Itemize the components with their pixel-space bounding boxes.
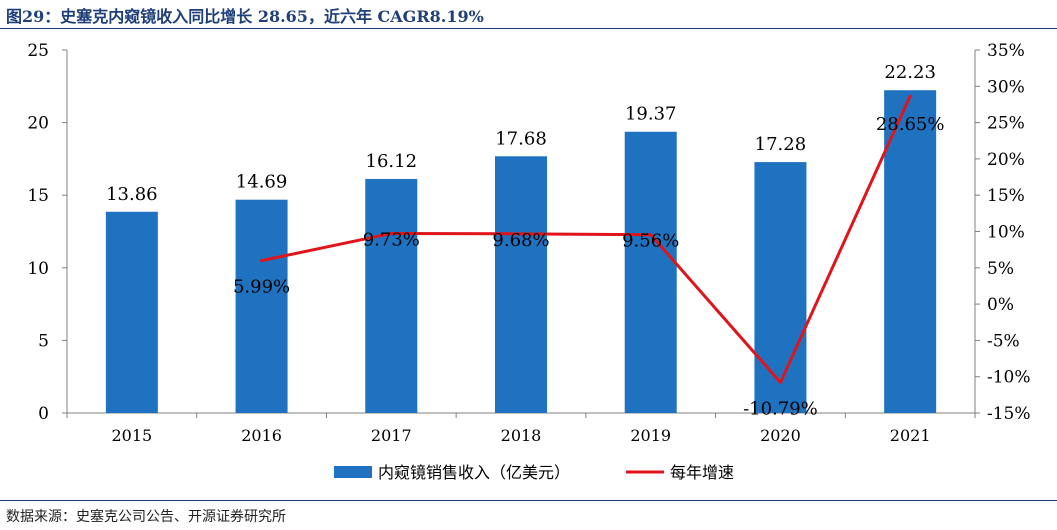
bar bbox=[754, 162, 807, 413]
legend-bar-swatch bbox=[334, 466, 372, 478]
bars-group bbox=[105, 90, 937, 413]
data-labels-group: 13.86 14.69 16.12 17.68 19.37 17.28 22.23 5.99%… bbox=[106, 62, 944, 419]
source-divider bbox=[0, 500, 1057, 501]
y-left-tick-label: 25 bbox=[27, 41, 49, 61]
x-tick-label: 2018 bbox=[501, 426, 542, 445]
data-source-note: 数据来源：史塞克公司公告、开源证券研究所 bbox=[6, 509, 286, 525]
line-point bbox=[649, 233, 653, 237]
y-right-tick-label: 10% bbox=[987, 223, 1025, 243]
line-point bbox=[908, 94, 912, 98]
y-right-tick-label: -5% bbox=[987, 331, 1020, 351]
bar-value-label: 22.23 bbox=[884, 62, 936, 83]
bar bbox=[495, 156, 547, 413]
axes-group: 0 5 10 15 20 25 -15% -10% -5% 0% 5% 10% 15% 20% 25% 30%… bbox=[27, 41, 1030, 445]
line-value-label: 9.56% bbox=[622, 231, 679, 252]
bar-value-label: 17.28 bbox=[755, 134, 807, 155]
bar-value-label: 19.37 bbox=[625, 104, 677, 125]
y-left-tick-label: 0 bbox=[38, 404, 49, 424]
y-right-tick-label: -15% bbox=[987, 404, 1031, 424]
bar-value-label: 14.69 bbox=[236, 172, 288, 193]
bar-value-label: 17.68 bbox=[495, 128, 547, 149]
y-left-tick-label: 5 bbox=[38, 331, 49, 351]
line-value-label: 9.68% bbox=[492, 230, 549, 251]
legend-line-label: 每年增速 bbox=[670, 463, 734, 482]
line-value-label: 28.65% bbox=[876, 114, 945, 135]
y-left-tick-label: 20 bbox=[27, 114, 49, 134]
line-point bbox=[260, 259, 264, 263]
y-right-tick-label: 35% bbox=[987, 41, 1025, 61]
y-right-tick-label: 0% bbox=[987, 295, 1014, 315]
y-left-tick-label: 15 bbox=[27, 186, 49, 206]
y-right-tick-label: 15% bbox=[987, 186, 1025, 206]
bar bbox=[235, 199, 288, 413]
bar bbox=[365, 178, 418, 413]
y-right-tick-label: 5% bbox=[987, 259, 1014, 279]
x-tick-label: 2015 bbox=[111, 426, 152, 445]
legend-bar-label: 内窥镜销售收入（亿美元） bbox=[378, 463, 570, 482]
x-tick-label: 2021 bbox=[890, 426, 931, 445]
y-right-tick-label: 20% bbox=[987, 150, 1025, 170]
y-right-tick-label: -10% bbox=[987, 368, 1031, 388]
line-point bbox=[778, 380, 782, 384]
bar-value-label: 13.86 bbox=[106, 184, 158, 205]
line-point bbox=[519, 232, 523, 236]
y-right-tick-label: 30% bbox=[987, 77, 1025, 97]
legend-group: 内窥镜销售收入（亿美元） 每年增速 bbox=[334, 463, 734, 482]
line-value-label: -10.79% bbox=[743, 398, 818, 419]
bar-value-label: 16.12 bbox=[366, 151, 418, 172]
growth-line bbox=[261, 95, 912, 384]
x-tick-label: 2017 bbox=[371, 426, 412, 445]
bar bbox=[884, 90, 937, 413]
y-right-tick-label: 25% bbox=[987, 114, 1025, 134]
x-tick-label: 2016 bbox=[241, 426, 282, 445]
chart-title: 图29：史塞克内窥镜收入同比增长 28.65，近六年 CAGR8.19% bbox=[6, 7, 484, 26]
line-point bbox=[389, 231, 393, 235]
growth-line-group bbox=[260, 94, 912, 384]
line-value-label: 5.99% bbox=[233, 277, 290, 298]
bar bbox=[105, 211, 158, 413]
x-tick-label: 2020 bbox=[760, 426, 801, 445]
bar bbox=[624, 131, 677, 413]
line-value-label: 9.73% bbox=[363, 229, 420, 250]
x-tick-label: 2019 bbox=[630, 426, 671, 445]
title-divider bbox=[0, 28, 1057, 29]
y-left-tick-label: 10 bbox=[27, 259, 49, 279]
